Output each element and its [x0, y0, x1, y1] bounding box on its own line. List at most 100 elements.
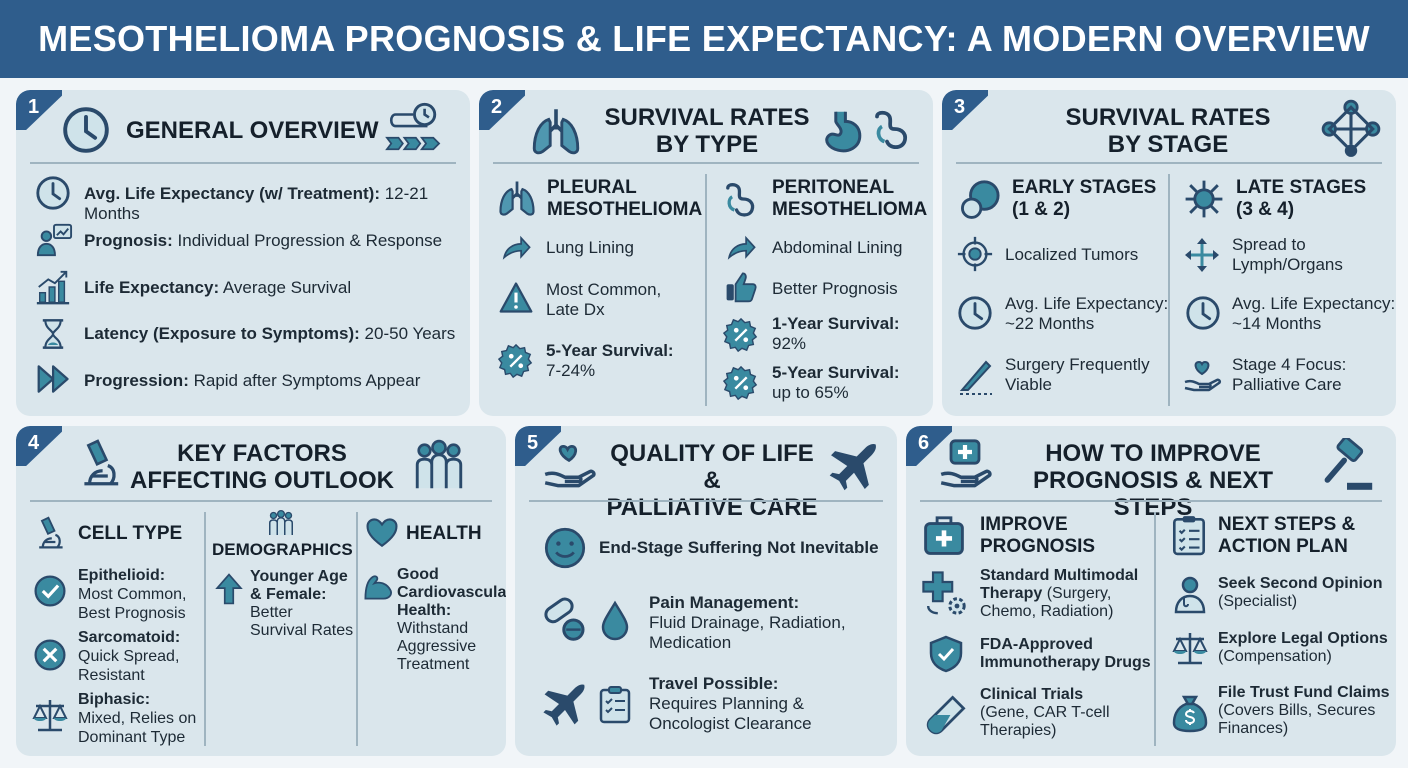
scales-icon: [30, 696, 70, 736]
panel-number: 3: [942, 90, 988, 130]
overview-item: Life Expectancy: Average Survival: [84, 278, 352, 297]
tumor-icon: [956, 176, 1008, 222]
process-icon: [374, 100, 452, 158]
intestine-icon: [719, 176, 763, 222]
arrow-icon: [722, 232, 760, 266]
divider: [956, 162, 1382, 164]
quality-item: End-Stage Suffering Not Inevitable: [599, 538, 879, 557]
test-tube-icon: [924, 692, 968, 738]
panel-title: HOW TO IMPROVE PROGNOSIS & NEXT STEPS: [1032, 440, 1274, 521]
gavel-icon: [1316, 438, 1378, 494]
network-icon: [1320, 98, 1382, 160]
panel-improve-prognosis: 6 HOW TO IMPROVE PROGNOSIS & NEXT STEPS I…: [906, 426, 1396, 756]
clock-icon: [1184, 294, 1222, 332]
clock-icon: [956, 294, 994, 332]
peritoneal-item: Abdominal Lining: [772, 238, 903, 257]
improve-item: Clinical Trials (Gene, CAR T-cell Therapie…: [980, 686, 1110, 739]
header-banner: MESOTHELIOMA PROGNOSIS & LIFE EXPECTANCY…: [0, 0, 1408, 78]
panel-number: 2: [479, 90, 525, 130]
panel-quality-of-life: 5 QUALITY OF LIFE & PALLIATIVE CARE End-S…: [515, 426, 897, 756]
cross-gear-icon: [920, 570, 970, 618]
bar-chart-icon: [34, 268, 72, 306]
x-circle-icon: [32, 637, 68, 673]
improve-item: Standard Multimodal Therapy (Surgery, Chem…: [980, 567, 1139, 620]
divider: [30, 500, 492, 502]
cell-type-item: Sarcomatoid: Quick Spread, Resistant: [78, 629, 181, 684]
divider: [920, 500, 1382, 502]
page-title: MESOTHELIOMA PROGNOSIS & LIFE EXPECTANCY…: [38, 18, 1370, 59]
thumbs-up-icon: [722, 268, 760, 304]
pleural-item: 5-Year Survival: 7-24%: [546, 341, 674, 380]
quality-item: Travel Possible: Requires Planning & Oncol…: [649, 674, 812, 733]
overview-item: Avg. Life Expectancy (w/ Treatment): 12-…: [84, 184, 429, 223]
group-icon: [408, 436, 470, 494]
group-icon: [260, 508, 302, 538]
next-step-item: File Trust Fund Claims (Covers Bills, Sec…: [1218, 684, 1390, 737]
microscope-icon: [32, 512, 68, 554]
percent-badge-icon: [722, 364, 760, 402]
check-circle-icon: [32, 573, 68, 609]
panel-survival-by-type: 2 SURVIVAL RATES BY TYPE PLEURAL MESOTHELI…: [479, 90, 933, 416]
airplane-icon: [827, 438, 881, 494]
divider: [204, 512, 206, 746]
improve-heading: IMPROVE PROGNOSIS: [980, 514, 1096, 557]
checklist-icon: [1168, 512, 1210, 558]
medkit-icon: [920, 512, 968, 558]
peritoneal-item: 1-Year Survival: 92%: [772, 314, 900, 353]
panel-title: SURVIVAL RATES BY STAGE: [1065, 104, 1271, 158]
microscope-icon: [74, 434, 126, 492]
next-step-item: Explore Legal Options (Compensation): [1218, 630, 1388, 665]
panel-title: GENERAL OVERVIEW: [126, 117, 379, 144]
panel-title: SURVIVAL RATES BY TYPE: [604, 104, 810, 158]
airplane-icon: [541, 680, 589, 728]
smile-icon: [543, 526, 587, 570]
health-heading: HEALTH: [406, 523, 482, 544]
early-stage-item: Localized Tumors: [1005, 245, 1139, 264]
pleural-item: Most Common, Late Dx: [546, 280, 662, 319]
panel-title: QUALITY OF LIFE & PALLIATIVE CARE: [606, 440, 818, 521]
divider: [1154, 512, 1156, 746]
late-stages-heading: LATE STAGES (3 & 4): [1236, 177, 1367, 220]
lungs-icon: [523, 102, 589, 160]
percent-badge-icon: [497, 342, 535, 380]
next-steps-heading: NEXT STEPS & ACTION PLAN: [1218, 514, 1356, 557]
panel-general-overview: 1 GENERAL OVERVIEW Avg. Life Expectancy …: [16, 90, 470, 416]
early-stage-item: Avg. Life Expectancy: ~22 Months: [1005, 294, 1169, 333]
divider: [1168, 174, 1170, 406]
arrow-icon: [497, 232, 535, 266]
fast-forward-icon: [34, 361, 74, 397]
demographics-item: Younger Age & Female: Better Survival Rates: [250, 568, 354, 639]
late-stage-item: Stage 4 Focus: Palliative Care: [1232, 355, 1347, 394]
target-icon: [956, 235, 994, 273]
spread-arrows-icon: [1182, 235, 1222, 275]
money-bag-icon: [1170, 690, 1210, 736]
divider: [493, 162, 919, 164]
early-stage-item: Surgery Frequently Viable: [1005, 355, 1150, 394]
panel-key-factors: 4 KEY FACTORS AFFECTING OUTLOOK CELL TYPE…: [16, 426, 506, 756]
panel-survival-by-stage: 3 SURVIVAL RATES BY STAGE EARLY STAGES (1 …: [942, 90, 1396, 416]
next-step-item: Seek Second Opinion (Specialist): [1218, 575, 1383, 610]
doctor-icon: [1170, 572, 1210, 616]
cell-type-heading: CELL TYPE: [78, 523, 183, 544]
demographics-heading: DEMOGRAPHICS: [212, 540, 353, 559]
droplet-icon: [595, 596, 635, 644]
divider: [705, 174, 707, 406]
improve-item: FDA-Approved Immunotherapy Drugs: [980, 636, 1151, 671]
health-item: Good Cardiovascular Health: Withstand Aggres…: [397, 566, 506, 673]
up-arrow-icon: [212, 568, 246, 610]
pleural-heading: PLEURAL MESOTHELIOMA: [547, 177, 703, 220]
peritoneal-heading: PERITONEAL MESOTHELIOMA: [772, 177, 928, 220]
overview-item: Progression: Rapid after Symptoms Appear: [84, 371, 421, 390]
warning-icon: [497, 280, 535, 316]
peritoneal-item: 5-Year Survival: up to 65%: [772, 363, 900, 402]
hand-heart-icon: [537, 438, 601, 494]
lungs-icon: [493, 176, 541, 220]
peritoneal-item: Better Prognosis: [772, 279, 898, 298]
muscle-icon: [360, 566, 396, 606]
hand-heart-icon: [1182, 354, 1222, 394]
overview-item: Latency (Exposure to Symptoms): 20-50 Ye…: [84, 324, 456, 343]
cell-type-item: Epithelioid: Most Common, Best Prognosis: [78, 567, 187, 622]
hand-medkit-icon: [936, 438, 994, 494]
hourglass-icon: [36, 315, 70, 353]
late-stage-item: Spread to Lymph/Organs: [1232, 235, 1343, 274]
